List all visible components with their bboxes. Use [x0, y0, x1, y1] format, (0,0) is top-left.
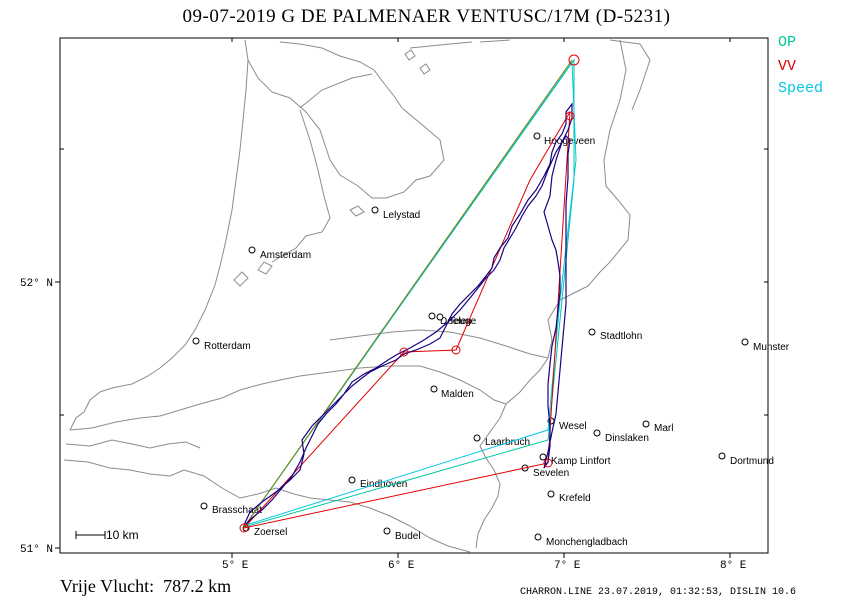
city-marker: Dortmund: [718, 452, 774, 467]
city-label: Marl: [654, 423, 673, 434]
wadden-island: [409, 41, 473, 49]
delta: [65, 439, 201, 449]
lon-label-7: 7° E: [554, 560, 581, 572]
nl-de-border: [475, 39, 631, 549]
turnpoint-marker: [451, 345, 461, 355]
city-label: Wesel: [559, 421, 587, 432]
city-marker: Amsterdam: [248, 246, 311, 261]
city-label: Eindhoven: [360, 479, 407, 490]
lon-label-6: 6° E: [388, 560, 415, 572]
city-marker: Teuge: [436, 313, 477, 327]
free-flight-distance: Vrije Vlucht: 787.2 km: [60, 576, 232, 596]
flight-tracks: [243, 58, 577, 529]
turnpoint-marker: [568, 54, 580, 66]
city-marker: Malden: [430, 385, 474, 400]
coast-east: [609, 39, 651, 111]
afsluitdijk: [299, 73, 373, 109]
turnpoint-marker: [565, 111, 575, 121]
map-frame: [59, 37, 769, 554]
city-label: Deelen: [440, 316, 472, 327]
be-nl-border: [183, 469, 471, 553]
city-marker: Budel: [383, 527, 421, 542]
city-marker: Marl: [642, 420, 673, 434]
city-label: Lelystad: [383, 210, 420, 221]
river-maas: [299, 365, 507, 405]
lon-label-8: 8° E: [720, 560, 747, 572]
lat-label-52: 52° N: [20, 278, 53, 290]
scale-bar: 10 km: [75, 528, 139, 542]
city-label: Zoersel: [254, 527, 287, 538]
city-label: Rotterdam: [204, 341, 251, 352]
city-label: Krefeld: [559, 493, 591, 504]
city-marker: Hoogeveen: [533, 132, 595, 147]
start-finish-marker: [239, 523, 249, 533]
scale-bar-label: 10 km: [106, 528, 139, 542]
city-label: Dinslaken: [605, 433, 649, 444]
city-marker: Lelystad: [371, 206, 420, 221]
city-label: Sevelen: [533, 468, 569, 479]
olive-task-line: [243, 59, 573, 528]
delta: [69, 375, 301, 431]
city-label: Malden: [441, 389, 474, 400]
city-marker: Brasschaat: [200, 502, 262, 516]
lake: [257, 261, 273, 275]
turnpoints: [239, 54, 580, 533]
legend-op: OP: [778, 34, 797, 51]
city-marker: Krefeld: [547, 490, 591, 504]
city-label: Monchengladbach: [546, 537, 628, 548]
axis-labels: 52° N 51° N 5° E 6° E 7° E 8° E: [20, 278, 747, 572]
city-marker: Deelen: [428, 312, 472, 327]
city-marker: Eindhoven: [348, 476, 407, 490]
plot-credits: CHARRON.LINE 23.07.2019, 01:32:53, DISLI…: [520, 587, 797, 598]
coastline: [69, 39, 249, 431]
turnpoint-marker: [399, 347, 409, 357]
city-label: Dortmund: [730, 456, 774, 467]
city-marker: Monchengladbach: [534, 533, 628, 548]
lake: [419, 63, 431, 75]
city-label: Munster: [753, 342, 790, 353]
city-label: Teuge: [449, 316, 477, 327]
river-rhine: [329, 329, 549, 359]
city-marker: Munster: [741, 338, 790, 353]
city-label: Budel: [395, 531, 421, 542]
flight-trace: [243, 102, 573, 526]
city-label: Brasschaat: [212, 505, 262, 516]
city-marker: Stadtlohn: [588, 328, 642, 342]
city-label: Amsterdam: [260, 250, 311, 261]
map-title: 09-07-2019 G DE PALMENAER VENTUSC/17M (D…: [182, 6, 671, 27]
ijsselmeer-shore: [247, 41, 445, 199]
city-label: Kamp Lintfort: [551, 456, 611, 467]
city-marker: Dinslaken: [593, 429, 649, 444]
speed-task-line: [243, 60, 577, 528]
coastline-and-borders: [63, 39, 651, 553]
legend-speed: Speed: [778, 80, 824, 97]
lake: [349, 205, 365, 217]
city-marker: Kamp Lintfort: [539, 453, 611, 467]
city-label: Stadtlohn: [600, 331, 642, 342]
wadden-island: [479, 39, 511, 43]
delta: [63, 459, 185, 477]
turnpoint-marker: [543, 458, 553, 468]
lake: [404, 49, 416, 61]
axis-ticks: [55, 38, 768, 558]
cities: Hoogeveen Lelystad Amsterdam Deelen Teug…: [192, 132, 790, 548]
city-marker: Rotterdam: [192, 337, 251, 352]
legend-vv: VV: [778, 58, 797, 75]
lat-label-51: 51° N: [20, 544, 53, 556]
lake: [233, 271, 249, 287]
ijsselmeer-inner: [271, 109, 331, 263]
lon-label-5: 5° E: [222, 560, 249, 572]
